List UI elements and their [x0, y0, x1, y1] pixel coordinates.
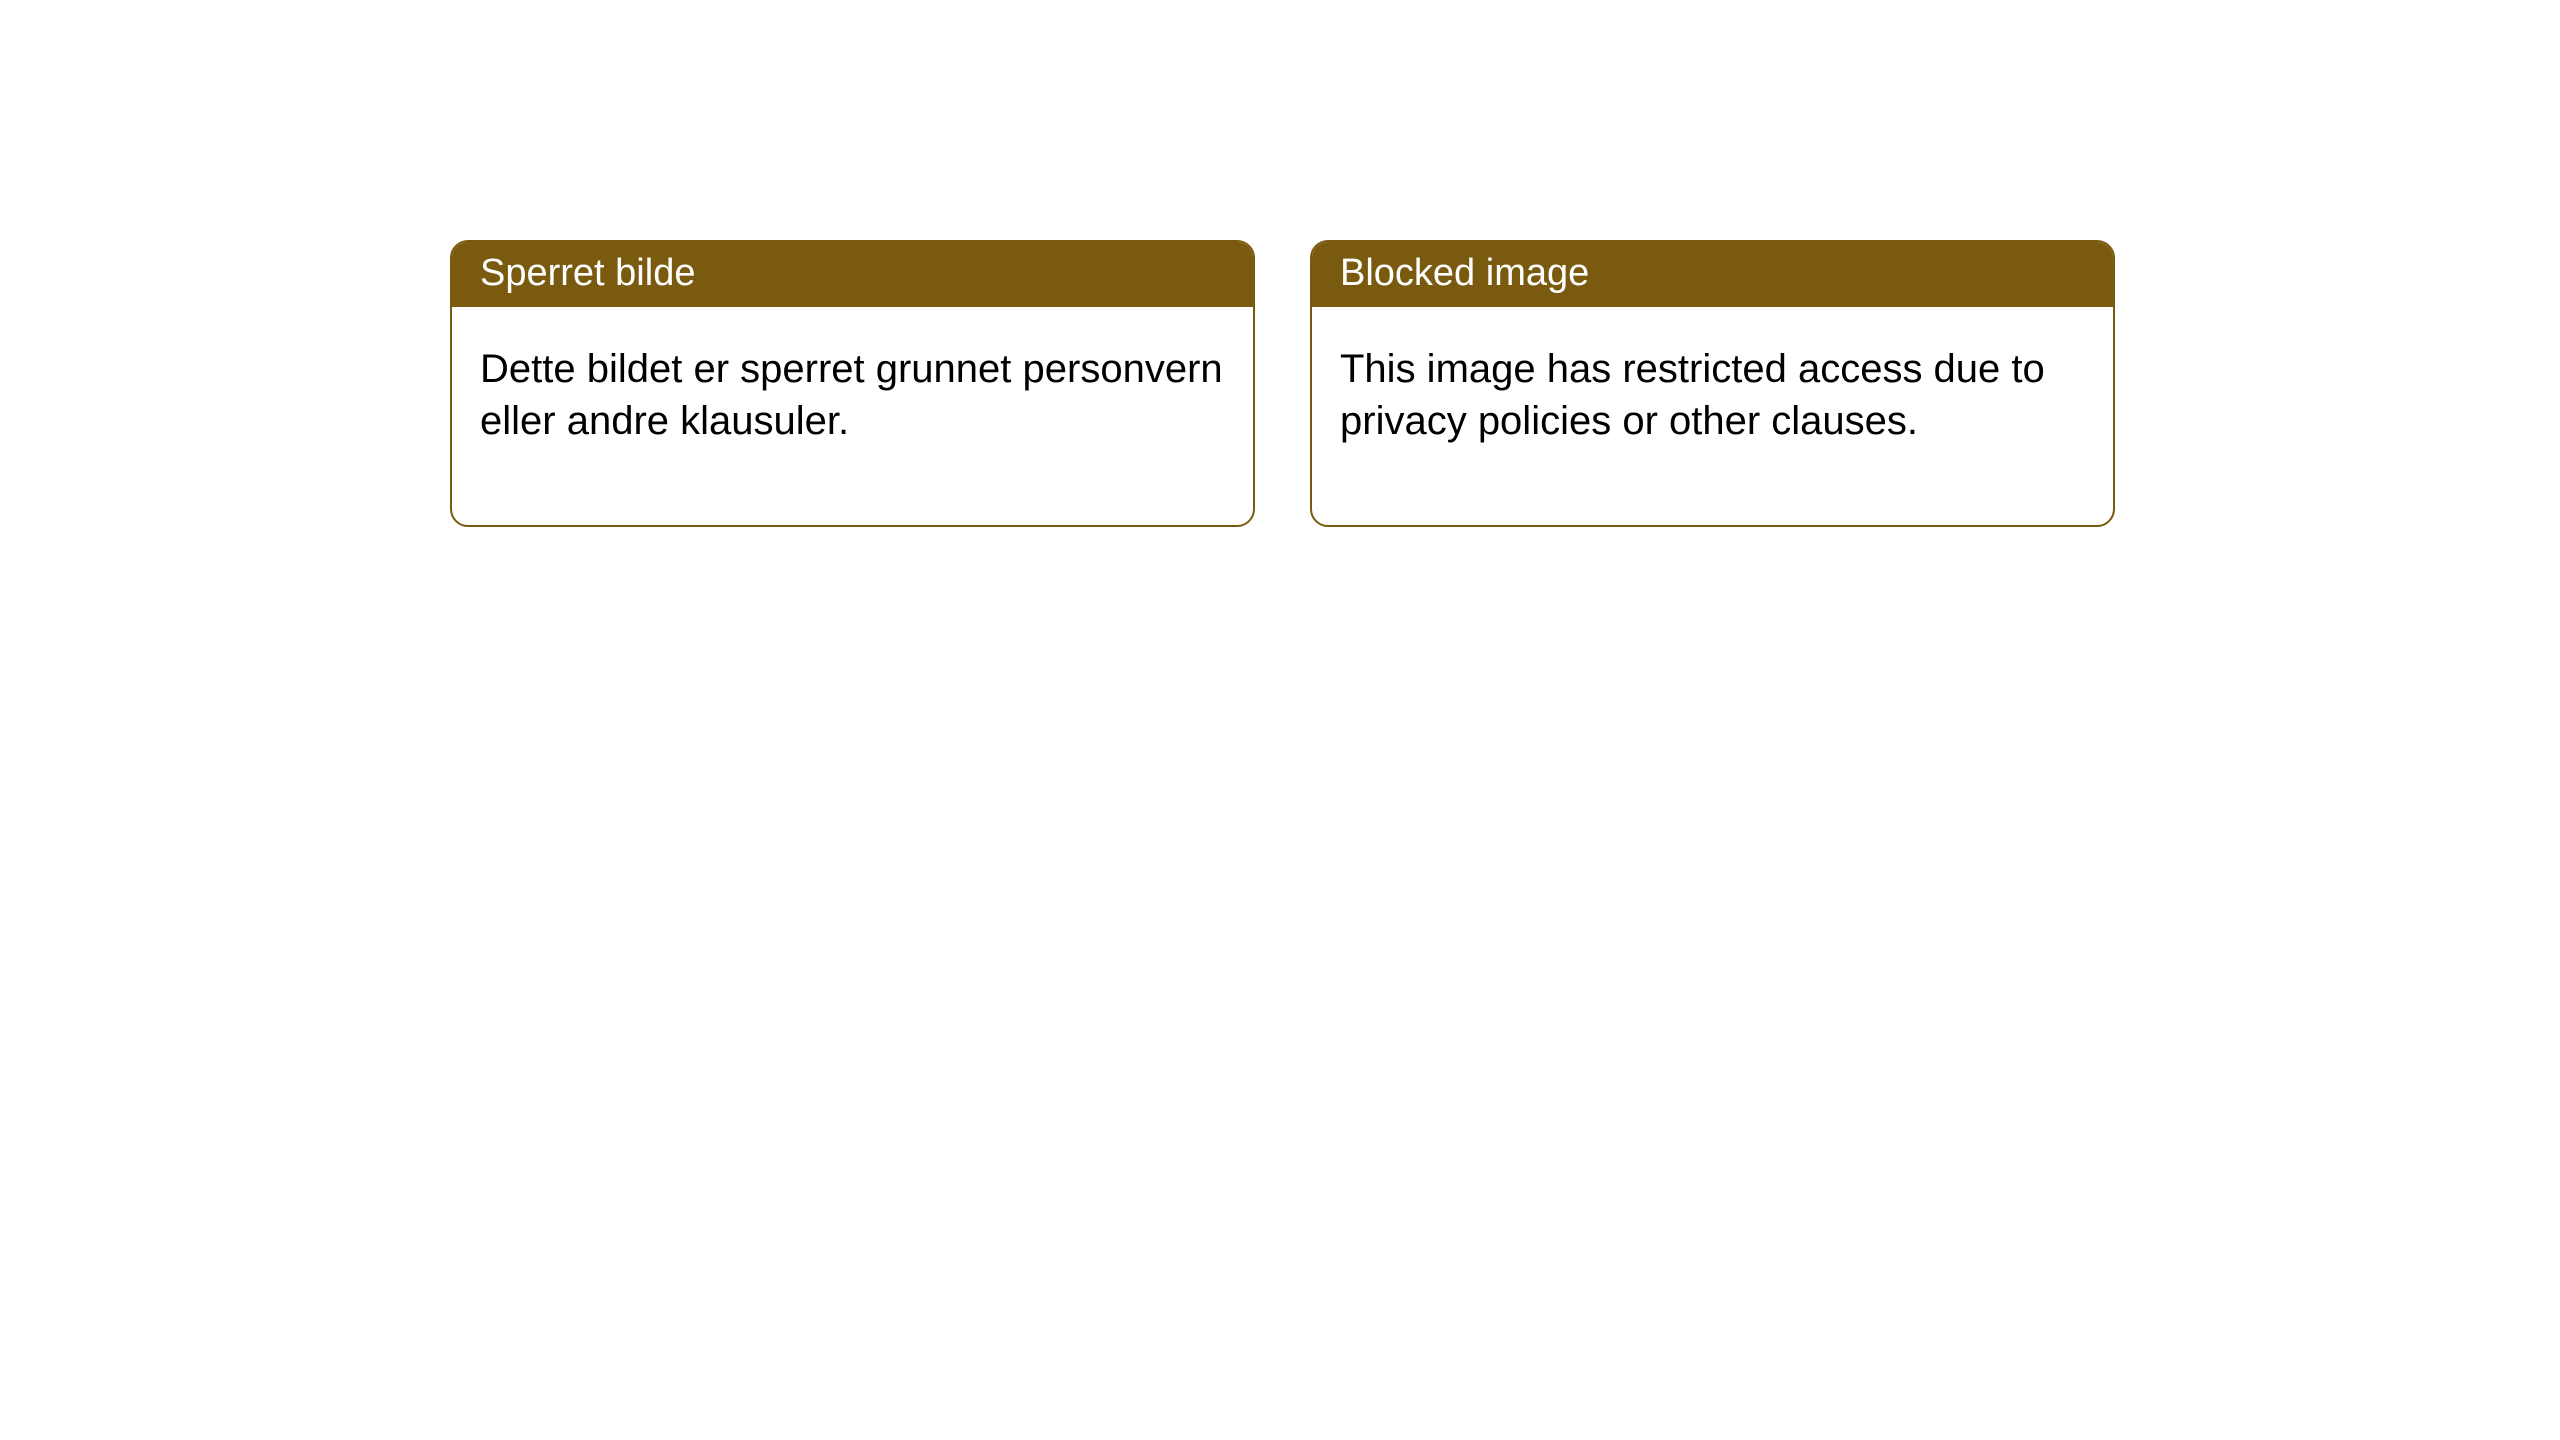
- notice-container: Sperret bilde Dette bildet er sperret gr…: [0, 0, 2560, 527]
- notice-body: This image has restricted access due to …: [1312, 307, 2113, 525]
- notice-header: Blocked image: [1312, 242, 2113, 307]
- notice-card-norwegian: Sperret bilde Dette bildet er sperret gr…: [450, 240, 1255, 527]
- notice-card-english: Blocked image This image has restricted …: [1310, 240, 2115, 527]
- notice-body: Dette bildet er sperret grunnet personve…: [452, 307, 1253, 525]
- notice-header: Sperret bilde: [452, 242, 1253, 307]
